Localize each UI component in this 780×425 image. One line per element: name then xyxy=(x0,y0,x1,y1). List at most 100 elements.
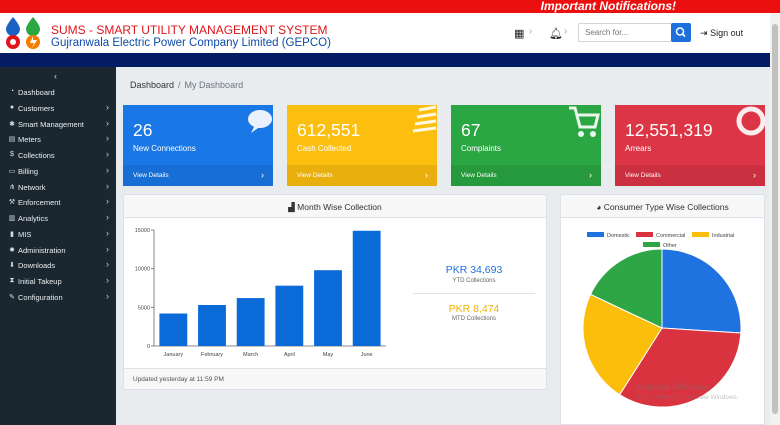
sidebar-item-label: Meters xyxy=(18,135,41,145)
breadcrumb: Dashboard / My Dashboard xyxy=(123,73,765,97)
panel-title: Consumer Type Wise Collections xyxy=(603,202,729,212)
chevron-right-icon: › xyxy=(106,180,109,191)
shopping-cart-icon xyxy=(569,106,600,137)
chevron-right-icon: › xyxy=(529,26,533,37)
sidebar-item-label: Analytics xyxy=(18,214,49,223)
sidebar-item-label: MIS xyxy=(18,229,32,239)
sidebar-collapse-icon[interactable]: ‹ xyxy=(54,71,57,81)
view-details-link[interactable]: View Details › xyxy=(451,165,601,186)
sidebar-item-configuration[interactable]: ✎ Configuration › xyxy=(0,290,116,305)
sidebar-item-label: Administration xyxy=(18,245,66,255)
chevron-right-icon: › xyxy=(106,149,109,159)
sidebar-item-label: Collections xyxy=(18,151,55,160)
chevron-right-icon: › xyxy=(589,170,592,180)
chevron-right-icon: › xyxy=(564,26,568,37)
notification-text[interactable]: Important Notifications! xyxy=(540,0,676,13)
legend-label: Industrial xyxy=(712,233,734,239)
sidebar-item-label: Initial Takeup xyxy=(18,277,62,286)
company-name: Gujranwala Electric Power Company Limite… xyxy=(51,37,331,49)
chevron-right-icon: › xyxy=(106,290,109,301)
sidebar-item-mis[interactable]: ▮ MIS › xyxy=(0,227,116,242)
y-tick-label: 5000 xyxy=(138,305,150,311)
chevron-right-icon: › xyxy=(106,227,109,238)
notification-bar: Important Notifications! xyxy=(0,0,780,13)
legend-swatch xyxy=(692,232,709,237)
y-tick-label: 15000 xyxy=(135,228,150,234)
search-icon xyxy=(675,27,686,38)
hourglass-icon: ⧗ xyxy=(9,277,15,284)
header-band xyxy=(0,53,770,67)
ytd-label: YTD Collections xyxy=(452,278,496,284)
chart-icon: ▥ xyxy=(8,215,16,222)
card-new-connections: 26 New Connections View Details › xyxy=(123,105,273,186)
x-tick-label: June xyxy=(361,352,373,358)
sidebar-item-initial-takeup[interactable]: ⧗ Initial Takeup › xyxy=(0,274,116,289)
chevron-right-icon: › xyxy=(106,259,109,270)
view-details-label: View Details xyxy=(133,172,169,179)
legend-label: Commercial xyxy=(656,233,685,239)
sidebar-item-dashboard[interactable]: ◔ Dashboard xyxy=(0,85,116,100)
gavel-icon: ⚒ xyxy=(8,199,16,207)
sidebar-item-downloads[interactable]: ⬇ Downloads › xyxy=(0,258,116,273)
chevron-right-icon: › xyxy=(106,164,109,175)
view-details-link[interactable]: View Details › xyxy=(287,165,437,186)
sidebar-item-network[interactable]: ⋔ Network › xyxy=(0,180,116,195)
signout-label: Sign out xyxy=(710,28,744,38)
y-tick-label: 10000 xyxy=(135,267,150,273)
chevron-right-icon: › xyxy=(106,117,109,128)
sidebar-item-billing[interactable]: ▭ Billing › xyxy=(0,164,116,179)
search-input[interactable] xyxy=(578,23,672,42)
sidebar-item-label: Customers xyxy=(18,103,55,113)
breadcrumb-current: My Dashboard xyxy=(184,80,244,90)
breadcrumb-home[interactable]: Dashboard xyxy=(130,80,175,90)
card-label: New Connections xyxy=(133,144,196,153)
pie-slice xyxy=(589,248,663,329)
pie-slice xyxy=(582,293,663,396)
sidebar-item-label: Configuration xyxy=(18,292,63,302)
view-details-link[interactable]: View Details › xyxy=(123,165,273,186)
panel-footer: Updated yesterday at 11:59 PM xyxy=(124,368,546,389)
legend-swatch xyxy=(643,242,660,247)
view-details-label: View Details xyxy=(461,172,497,179)
sidebar-item-smart-management[interactable]: ✱ Smart Management › xyxy=(0,117,116,132)
bell-icon[interactable]: 🔔︎ xyxy=(549,28,563,40)
calendar-icon[interactable]: ▦ xyxy=(514,28,525,40)
billing-icon: ▭ xyxy=(8,167,16,175)
card-value: 12,551,319 xyxy=(625,120,713,140)
chevron-right-icon: › xyxy=(106,212,109,222)
bar xyxy=(275,285,304,346)
card-label: Arrears xyxy=(625,144,652,153)
wrench-icon: ✎ xyxy=(9,293,15,301)
panel-header: ▟ Month Wise Collection xyxy=(124,195,546,218)
consumer-type-chart: Domestic Commercial Industrial Other xyxy=(582,232,742,408)
sidebar: ‹ ◔ Dashboard ● Customers › ✱ Smart Management… xyxy=(0,67,116,425)
sidebar-item-enforcement[interactable]: ⚒ Enforcement › xyxy=(0,195,116,210)
legend-label: Domestic xyxy=(607,233,630,239)
x-tick-label: January xyxy=(164,352,184,358)
sidebar-item-administration[interactable]: ✹ Administration › xyxy=(0,243,116,258)
cog-icon: ✱ xyxy=(9,120,15,128)
breadcrumb-separator: / xyxy=(178,80,181,90)
chevron-right-icon: › xyxy=(753,170,756,180)
signout-link[interactable]: ⇥ Sign out xyxy=(700,28,743,39)
user-icon: ● xyxy=(9,103,15,111)
bar xyxy=(159,313,188,346)
sidebar-item-meters[interactable]: ▤ Meters › xyxy=(0,132,116,147)
view-details-link[interactable]: View Details › xyxy=(615,165,765,186)
activation-watermark: Activate Windows xyxy=(636,382,711,393)
search-button[interactable] xyxy=(671,23,691,42)
tachometer-icon: ◔ xyxy=(9,88,15,95)
meter-icon: ▤ xyxy=(8,136,16,144)
activation-watermark-subtext: Go to Settings to activate Windows. xyxy=(636,394,739,401)
sidebar-item-analytics[interactable]: ▥ Analytics › xyxy=(0,211,116,226)
scrollbar-thumb[interactable] xyxy=(772,24,778,414)
sidebar-item-collections[interactable]: $ Collections › xyxy=(0,148,116,163)
download-icon: ⬇ xyxy=(9,262,15,270)
sidebar-item-label: Billing xyxy=(18,166,39,176)
sidebar-item-customers[interactable]: ● Customers › xyxy=(0,101,116,116)
panel-title: Month Wise Collection xyxy=(297,202,382,212)
card-value: 26 xyxy=(133,120,153,140)
chevron-right-icon: › xyxy=(425,170,428,180)
divider xyxy=(413,293,535,294)
panel-header: ◕ Consumer Type Wise Collections xyxy=(561,195,764,218)
